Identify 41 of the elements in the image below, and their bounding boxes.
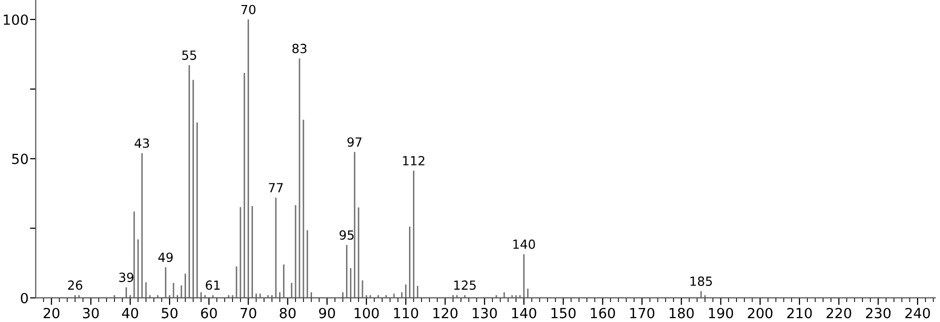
- annotation: 140: [513, 239, 535, 249]
- annotation: 83: [292, 44, 306, 54]
- annotation: 77: [268, 183, 283, 192]
- annotation: 125: [454, 280, 476, 290]
- x-tick-label: 190: [709, 308, 734, 318]
- x-tick-label: 150: [552, 308, 576, 318]
- x-tick-label: 90: [319, 308, 335, 318]
- x-tick-label: 180: [670, 308, 694, 318]
- x-tick-label: 70: [240, 308, 256, 318]
- x-tick-label: 120: [433, 308, 458, 318]
- x-tick-label: 40: [122, 308, 138, 318]
- x-tick-label: 220: [826, 308, 852, 318]
- annotation: 70: [241, 4, 256, 14]
- y-tick-label: 0: [20, 292, 28, 304]
- annotation: 95: [340, 230, 354, 240]
- x-tick-label: 170: [630, 308, 654, 318]
- x-tick-label: 60: [201, 308, 217, 318]
- x-tick-label: 140: [512, 308, 536, 318]
- x-tick-label: 110: [394, 308, 418, 318]
- x-tick-label: 130: [472, 308, 497, 318]
- x-tick-label: 210: [787, 308, 812, 318]
- x-tick-label: 80: [280, 308, 296, 318]
- x-tick-label: 200: [748, 308, 772, 318]
- x-tick-label: 30: [83, 308, 99, 318]
- y-tick-label: 100: [4, 14, 28, 25]
- annotation: 185: [690, 276, 712, 286]
- annotation: 97: [347, 137, 362, 147]
- annotation: 26: [68, 280, 82, 290]
- x-tick-label: 160: [590, 308, 615, 318]
- annotation: 43: [134, 138, 149, 148]
- annotation: 112: [403, 156, 424, 166]
- annotation: 55: [182, 50, 196, 60]
- annotation: 61: [206, 280, 220, 290]
- x-tick-label: 230: [866, 308, 891, 318]
- annotation: 49: [158, 252, 173, 262]
- annotation: 39: [119, 272, 134, 282]
- y-tick-label: 50: [12, 154, 28, 164]
- x-tick-label: 100: [354, 308, 379, 318]
- x-tick-label: 20: [44, 308, 60, 318]
- x-tick-label: 240: [905, 308, 930, 318]
- x-tick-label: 50: [162, 308, 178, 318]
